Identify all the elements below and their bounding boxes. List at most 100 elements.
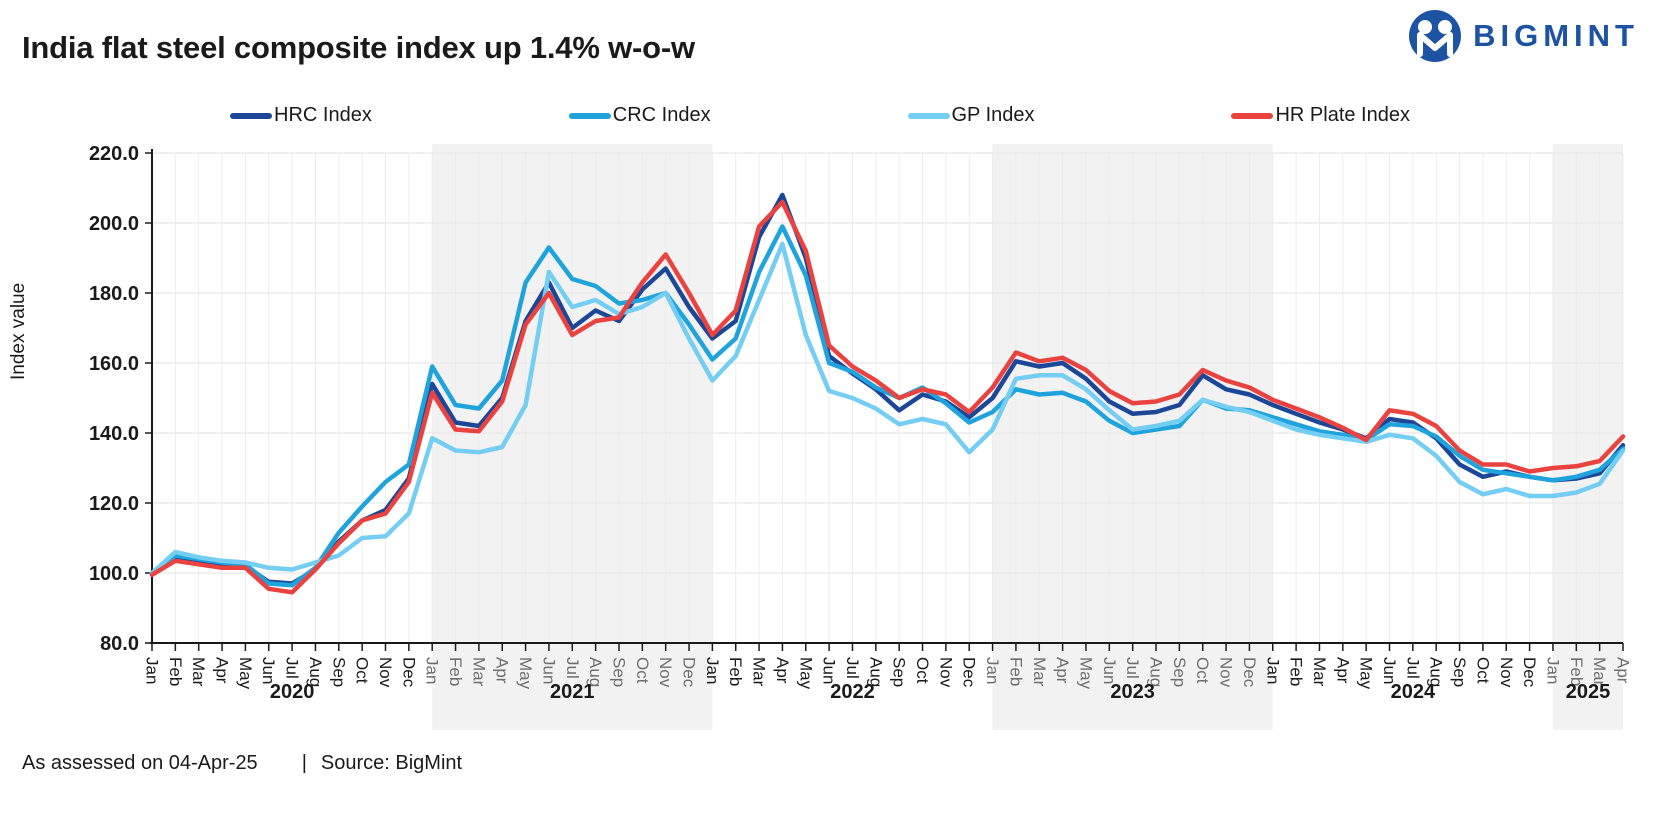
x-tick-label: Sep: [1450, 657, 1469, 687]
x-tick-label: Oct: [633, 657, 652, 684]
legend-item-hrc-index: HRC Index: [230, 104, 372, 127]
x-tick-label: Sep: [1170, 657, 1189, 687]
x-tick-label: Jun: [1100, 657, 1119, 684]
legend-item-hr-plate-index: HR Plate Index: [1231, 104, 1410, 127]
x-tick-label: Dec: [680, 657, 699, 688]
x-tick-label: Jun: [1380, 657, 1399, 684]
x-tick-label: Feb: [446, 657, 465, 686]
legend-item-crc-index: CRC Index: [568, 104, 711, 127]
year-label-2024: 2024: [1391, 681, 1436, 703]
series-line-gp-index: [149, 241, 1626, 576]
legend-marker: [1231, 112, 1274, 119]
x-tick-label: Apr: [1333, 657, 1352, 684]
x-tick-label: May: [1076, 657, 1095, 690]
x-tick-label: Sep: [329, 657, 348, 687]
x-tick-label: Feb: [166, 657, 185, 686]
y-tick-label: 200.0: [89, 213, 139, 235]
x-tick-label: Nov: [656, 657, 675, 688]
x-tick-label: Jul: [1123, 657, 1142, 679]
y-tick-label: 120.0: [89, 493, 139, 515]
legend-label: HRC Index: [274, 104, 372, 126]
y-tick-label: 100.0: [89, 563, 139, 585]
x-tick-label: Aug: [866, 657, 885, 687]
bigmint-logo: BIGMINT: [1407, 8, 1639, 64]
page-title: India flat steel composite index up 1.4%…: [22, 30, 695, 65]
x-tick-label: Jul: [283, 657, 302, 679]
x-tick-label: Mar: [1590, 657, 1609, 687]
x-tick-label: Mar: [750, 657, 769, 687]
y-tick-label: 220.0: [89, 143, 139, 165]
x-tick-label: Mar: [469, 657, 488, 687]
x-tick-label: Jan: [1543, 657, 1562, 684]
x-tick-label: Oct: [1193, 657, 1212, 684]
x-tick-label: Apr: [213, 657, 232, 684]
year-label-2021: 2021: [550, 681, 595, 703]
x-tick-label: Jun: [539, 657, 558, 684]
x-tick-label: Jan: [143, 657, 162, 684]
x-tick-label: Apr: [1053, 657, 1072, 684]
bigmint-logo-icon: [1409, 10, 1462, 62]
x-tick-label: Jul: [563, 657, 582, 679]
year-label-2025: 2025: [1566, 681, 1611, 703]
x-tick-label: Nov: [936, 657, 955, 688]
x-tick-label: Apr: [1614, 657, 1633, 684]
x-tick-label: Dec: [1520, 657, 1539, 688]
y-tick-label: 180.0: [89, 283, 139, 305]
x-tick-label: Jun: [259, 657, 278, 684]
x-tick-label: Feb: [1287, 657, 1306, 686]
series-line-crc-index: [149, 224, 1626, 588]
x-tick-label: Nov: [1497, 657, 1516, 688]
legend-item-gp-index: GP Index: [907, 104, 1035, 127]
x-tick-label: Feb: [1006, 657, 1025, 686]
x-tick-label: May: [1357, 657, 1376, 690]
x-tick-label: Sep: [890, 657, 909, 687]
brand-name: BIGMINT: [1473, 18, 1639, 53]
x-tick-label: May: [516, 657, 535, 690]
x-tick-label: Aug: [1427, 657, 1446, 687]
x-tick-label: Jan: [1263, 657, 1282, 684]
source-note: Source: BigMint: [320, 752, 463, 774]
legend-label: CRC Index: [612, 104, 711, 126]
chart-legend: HRC Index CRC Index GP Index HR Plate Index: [230, 104, 1410, 127]
x-tick-label: Feb: [1567, 657, 1586, 686]
year-label-2022: 2022: [830, 681, 875, 703]
x-tick-label: Jan: [983, 657, 1002, 684]
x-tick-label: Mar: [189, 657, 208, 687]
year-band-2025: [1552, 144, 1623, 730]
x-tick-label: Jan: [423, 657, 442, 684]
year-label-2023: 2023: [1110, 681, 1155, 703]
x-tick-label: Feb: [726, 657, 745, 686]
x-tick-label: Jun: [820, 657, 839, 684]
x-tick-label: May: [796, 657, 815, 690]
y-tick-label: 160.0: [89, 353, 139, 375]
assessed-date: As assessed on 04-Apr-25: [22, 752, 258, 774]
x-tick-label: Mar: [1030, 657, 1049, 687]
x-tick-label: Oct: [353, 657, 372, 684]
x-tick-label: Oct: [913, 657, 932, 684]
legend-label: GP Index: [951, 104, 1035, 126]
y-tick-label: 80.0: [100, 633, 139, 655]
legend-marker: [230, 112, 272, 119]
line-chart: 80.0 100.0 120.0 140.0 160.0 180.0 200.0 220.0 J…: [89, 143, 1633, 730]
x-tick-label: Jan: [703, 657, 722, 684]
year-label-2020: 2020: [270, 681, 315, 703]
x-tick-label: Dec: [1240, 657, 1259, 688]
x-tick-label: Nov: [1217, 657, 1236, 688]
x-tick-label: Aug: [586, 657, 605, 687]
x-tick-label: Oct: [1473, 657, 1492, 684]
x-tick-label: Mar: [1310, 657, 1329, 687]
legend-marker: [568, 112, 611, 119]
x-tick-label: Sep: [609, 657, 628, 687]
x-tick-label: Apr: [773, 657, 792, 684]
x-tick-label: Apr: [493, 657, 512, 684]
x-tick-label: Aug: [306, 657, 325, 687]
x-tick-label: Nov: [376, 657, 395, 688]
series-line-hr-plate-index: [149, 199, 1626, 595]
x-tick-label: Dec: [399, 657, 418, 688]
x-tick-label: Aug: [1147, 657, 1166, 687]
x-tick-label: Dec: [960, 657, 979, 688]
x-tick-label: Jul: [1403, 657, 1422, 679]
x-tick-label: Jul: [843, 657, 862, 679]
footer-separator: |: [301, 752, 307, 774]
